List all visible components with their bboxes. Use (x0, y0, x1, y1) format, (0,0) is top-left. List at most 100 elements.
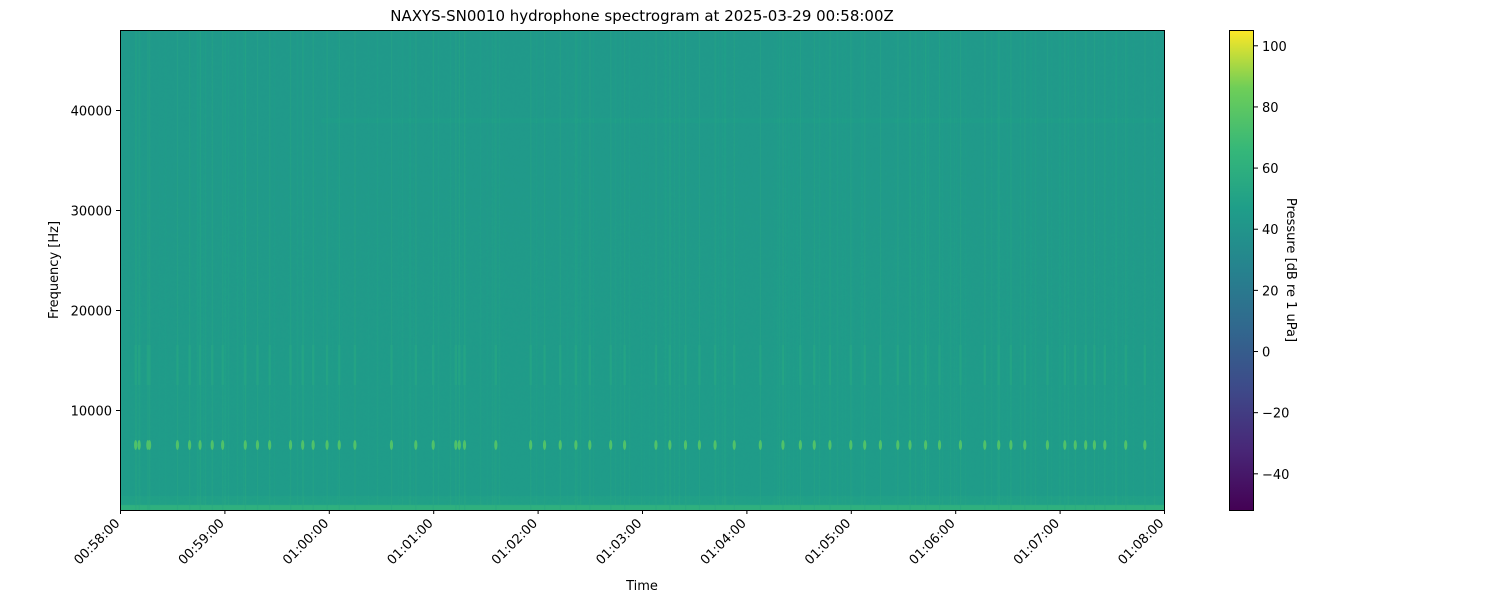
pulse-event (301, 30, 305, 510)
pulse-harmonic (959, 345, 962, 385)
pulse-harmonic (623, 345, 626, 385)
pulse-event (288, 30, 293, 510)
pulse-broadband (432, 30, 434, 510)
pulse-broadband (1064, 30, 1066, 510)
pulse-event (529, 30, 533, 510)
pulse-tonal (908, 440, 912, 450)
pulse-tonal (623, 440, 627, 450)
colorbar-tick-label: 100 (1262, 40, 1287, 55)
pulse-harmonic (574, 345, 578, 385)
pulse-harmonic (1093, 345, 1096, 385)
x-tick-label: 00:59:00 (176, 516, 228, 568)
pulse-tonal (311, 440, 315, 450)
pulse-tonal (1143, 440, 1147, 450)
pulse-harmonic (137, 345, 141, 385)
x-tick-label: 01:00:00 (280, 516, 332, 568)
pulse-event (1073, 30, 1077, 510)
pulse-harmonic (176, 345, 179, 385)
pulse-tonal (494, 440, 498, 450)
pulse-harmonic (698, 345, 701, 385)
pulse-tonal (243, 440, 247, 450)
pulse-tonal (325, 440, 329, 450)
pulse-harmonic (759, 345, 762, 385)
x-tick-label: 01:06:00 (907, 516, 959, 568)
pulse-broadband (244, 30, 246, 510)
pulse-event (431, 30, 435, 510)
pulse-event (1143, 30, 1147, 510)
pulse-harmonic (1103, 345, 1107, 385)
pulse-event (137, 30, 141, 510)
pulse-event (1045, 30, 1050, 510)
pulse-broadband (589, 30, 591, 510)
x-tick-label: 01:04:00 (698, 516, 750, 568)
colorbar-tick-label: 0 (1262, 346, 1270, 361)
pulse-event (697, 30, 702, 510)
pulse-harmonic (301, 345, 304, 385)
pulse-harmonic (188, 345, 191, 385)
pulse-event (1084, 30, 1088, 510)
pulse-event (134, 30, 138, 510)
plot-frame (120, 30, 1165, 511)
y-tick-label: 10000 (71, 405, 112, 420)
pulse-tonal (255, 440, 260, 450)
pulse-event (243, 30, 247, 510)
pulse-harmonic (609, 345, 612, 385)
pulse-event (462, 30, 467, 510)
pulse-tonal (668, 440, 672, 450)
pulse-harmonic (879, 345, 882, 385)
pulse-tonal (288, 440, 293, 450)
pulse-event (558, 30, 562, 510)
pulse-event (198, 30, 202, 510)
pulse-broadband (312, 30, 314, 510)
pulse-event (146, 30, 150, 510)
pulse-harmonic (256, 345, 259, 385)
pulse-broadband (222, 30, 224, 510)
pulse-harmonic (268, 345, 271, 385)
pulse-tonal (609, 440, 613, 450)
pulse-broadband (575, 30, 577, 510)
pulse-event (1103, 30, 1107, 510)
pulse-harmonic (1046, 345, 1049, 385)
pulse-broadband (189, 30, 191, 510)
pulse-harmonic (1009, 345, 1013, 385)
pulse-harmonic (148, 345, 151, 385)
pulse-event (828, 30, 832, 510)
pulse-broadband (610, 30, 612, 510)
y-axis-label: Frequency [Hz] (47, 221, 62, 319)
pulse-tonal (457, 440, 461, 450)
pulse-broadband (1085, 30, 1087, 510)
pulse-tonal (301, 440, 305, 450)
pulse-event (147, 30, 152, 510)
pulse-tonal (697, 440, 702, 450)
pulse-broadband (1010, 30, 1012, 510)
pulse-tonal (134, 440, 138, 450)
pulse-tonal (1009, 440, 1013, 450)
pulse-harmonic (997, 345, 1000, 385)
pulse-harmonic (654, 345, 658, 385)
colorbar-tick-label: 80 (1262, 101, 1279, 116)
colorbar (1229, 30, 1254, 511)
pulse-event (623, 30, 627, 510)
pulse-tonal (1103, 440, 1107, 450)
pulse-event (654, 30, 658, 510)
pulse-tonal (878, 440, 882, 450)
pulse-harmonic (713, 345, 717, 385)
pulse-tonal (188, 440, 192, 450)
pulse-harmonic (896, 345, 899, 385)
pulse-harmonic (1084, 345, 1087, 385)
pulse-broadband (338, 30, 340, 510)
pulse-broadband (176, 30, 179, 510)
pulse-harmonic (244, 345, 247, 385)
pulse-event (188, 30, 192, 510)
pulse-event (713, 30, 717, 510)
pulse-event (210, 30, 214, 510)
colorbar-tick-label: 60 (1262, 162, 1279, 177)
pulse-tonal (958, 440, 963, 450)
pulse-harmonic (1124, 345, 1127, 385)
x-tick-label: 01:07:00 (1011, 516, 1063, 568)
pulse-broadband (714, 30, 716, 510)
pulse-broadband (879, 30, 882, 510)
pulse-broadband (829, 30, 831, 510)
pulse-broadband (939, 30, 941, 510)
pulse-broadband (1104, 30, 1106, 510)
